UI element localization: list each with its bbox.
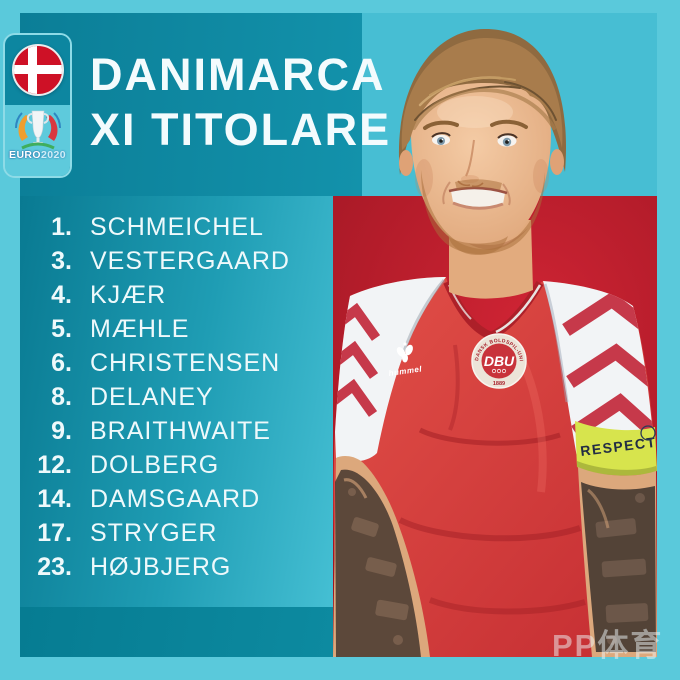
denmark-flag-section xyxy=(5,35,70,105)
mouth xyxy=(448,186,508,210)
player-name: CHRISTENSEN xyxy=(90,348,281,377)
player-number: 23. xyxy=(37,552,72,581)
player-name: KJÆR xyxy=(90,280,167,309)
flag-cross-horizontal xyxy=(13,65,62,75)
list-item: 3. VESTERGAARD xyxy=(20,244,333,278)
eyes xyxy=(431,132,518,147)
player-number: 3. xyxy=(51,246,72,275)
player-name: BRAITHWAITE xyxy=(90,416,271,445)
captain-armband: RESPECT xyxy=(575,421,657,476)
list-panel xyxy=(20,196,333,607)
list-item: 5. MÆHLE xyxy=(20,312,333,346)
beard-stubble xyxy=(421,170,545,255)
player-number: 6. xyxy=(51,348,72,377)
uefa-respect-icon xyxy=(640,425,656,441)
list-item: 14. DAMSGAARD xyxy=(20,482,333,516)
badge-column: EURO2020 xyxy=(3,33,72,178)
player-name: DOLBERG xyxy=(90,450,220,479)
crest-year: 1889 xyxy=(493,381,505,387)
list-item: 23. HØJBJERG xyxy=(20,550,333,584)
player-name: STRYGER xyxy=(90,518,218,547)
right-forearm-tattoo xyxy=(578,467,657,657)
player-number: 12. xyxy=(37,450,72,479)
watermark: PP体育 xyxy=(552,628,664,663)
list-item: 8. DELANEY xyxy=(20,380,333,414)
euro2020-trophy-icon xyxy=(14,110,61,149)
euro2020-logo-section: EURO2020 xyxy=(5,104,70,176)
list-item: 1. SCHMEICHEL xyxy=(20,210,333,244)
player-list: 1. SCHMEICHEL 3. VESTERGAARD 4. KJÆR 5. … xyxy=(20,210,333,584)
player-name: SCHMEICHEL xyxy=(90,212,264,241)
euro2020-wordmark: EURO2020 xyxy=(9,148,66,161)
player-name: VESTERGAARD xyxy=(90,246,290,275)
player-number: 14. xyxy=(37,484,72,513)
list-item: 6. CHRISTENSEN xyxy=(20,346,333,380)
player-name: MÆHLE xyxy=(90,314,190,343)
player-photo: RESPECT xyxy=(300,13,657,657)
crest-initials: DBU xyxy=(484,353,515,369)
player-number: 8. xyxy=(51,382,72,411)
player-head xyxy=(398,28,567,255)
title-line-1: DANIMARCA xyxy=(90,49,386,100)
header-band xyxy=(20,13,362,196)
list-item: 17. STRYGER xyxy=(20,516,333,550)
list-item: 4. KJÆR xyxy=(20,278,333,312)
player-number: 1. xyxy=(51,212,72,241)
title-line-2: XI TITOLARE xyxy=(90,104,392,155)
list-item: 9. BRAITHWAITE xyxy=(20,414,333,448)
denmark-flag-icon xyxy=(11,43,64,96)
footer-band xyxy=(20,607,333,657)
player-name: DELANEY xyxy=(90,382,214,411)
player-name: HØJBJERG xyxy=(90,552,232,581)
left-forearm-tattoo xyxy=(333,456,430,657)
player-number: 17. xyxy=(37,518,72,547)
player-number: 5. xyxy=(51,314,72,343)
player-name: DAMSGAARD xyxy=(90,484,261,513)
list-item: 12. DOLBERG xyxy=(20,448,333,482)
player-number: 9. xyxy=(51,416,72,445)
page-title: DANIMARCA XI TITOLARE xyxy=(90,47,391,157)
player-number: 4. xyxy=(51,280,72,309)
